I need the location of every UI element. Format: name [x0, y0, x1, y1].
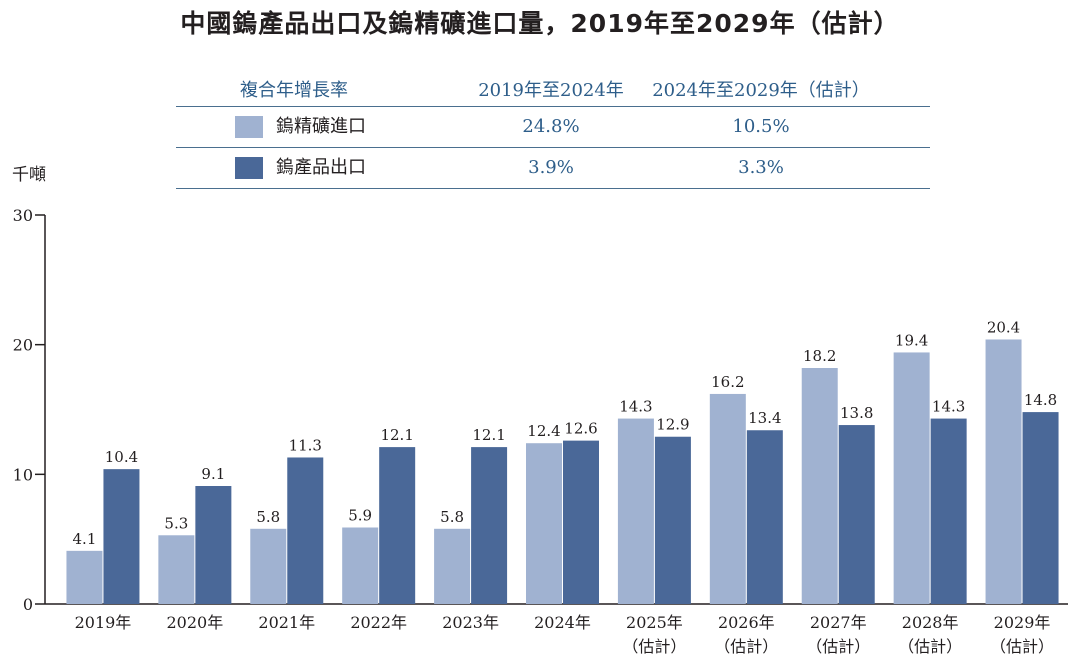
bar-concentrate-import — [801, 368, 838, 604]
bar-product-export — [1022, 412, 1059, 604]
bar-concentrate-import — [342, 527, 379, 604]
bar-value-label: 12.4 — [527, 422, 560, 440]
cagr-value: 3.3% — [738, 157, 784, 178]
bar-value-label: 5.9 — [348, 506, 372, 524]
cagr-value: 24.8% — [522, 116, 580, 137]
bar-value-label: 12.9 — [656, 416, 689, 434]
bar-concentrate-import — [893, 352, 930, 604]
x-tick-label: 2024年 — [534, 613, 591, 632]
bar-value-label: 9.1 — [201, 465, 225, 483]
bar-concentrate-import — [158, 535, 195, 604]
x-tick-label: 2021年 — [258, 613, 315, 632]
cagr-row-concentrate-import: 鎢精礦進口 24.8% 10.5% — [176, 107, 930, 148]
bar-value-label: 13.8 — [840, 404, 873, 422]
cagr-table-header: 複合年增長率 2019年至2024年 2024年至2029年（估計） — [176, 76, 930, 107]
y-tick-label: 30 — [13, 206, 33, 225]
y-tick-label: 0 — [23, 595, 33, 614]
cagr-value: 10.5% — [732, 116, 790, 137]
bar-value-label: 16.2 — [711, 373, 744, 391]
bar-product-export — [379, 447, 416, 604]
bar-value-label: 14.3 — [932, 398, 965, 416]
bar-value-label: 12.1 — [472, 426, 505, 444]
chart-title: 中國鎢產品出口及鎢精礦進口量，2019年至2029年（估計） — [180, 9, 900, 38]
bar-product-export — [103, 469, 140, 604]
x-tick-note: （估計） — [714, 637, 778, 656]
bar-product-export — [746, 430, 783, 604]
bar-concentrate-import — [617, 418, 654, 604]
bar-value-label: 5.3 — [164, 514, 188, 532]
bar-value-label: 19.4 — [895, 331, 928, 349]
y-tick-label: 20 — [13, 336, 33, 355]
x-tick-note: （估計） — [622, 637, 686, 656]
bar-product-export — [654, 436, 691, 604]
bar-product-export — [563, 440, 599, 604]
x-tick-label: 2023年 — [442, 613, 499, 632]
x-tick-label: 2022年 — [350, 613, 407, 632]
cagr-value: 3.9% — [528, 157, 574, 178]
x-tick-label: 2025年 — [626, 613, 683, 632]
bar-product-export — [471, 447, 508, 604]
x-tick-note: （估計） — [806, 637, 870, 656]
bar-value-label: 14.3 — [619, 398, 652, 416]
x-tick-label: 2020年 — [166, 613, 223, 632]
cagr-header-period-1: 2019年至2024年 — [478, 80, 624, 101]
bar-value-label: 4.1 — [73, 530, 97, 548]
x-tick-label: 2019年 — [75, 613, 132, 632]
x-tick-note: （估計） — [990, 637, 1054, 656]
bar-product-export — [838, 425, 875, 604]
bar-value-label: 13.4 — [748, 409, 781, 427]
bar-concentrate-import — [250, 528, 287, 604]
cagr-row-name: 鎢產品出口 — [276, 157, 366, 178]
bar-value-label: 18.2 — [803, 347, 836, 365]
bar-concentrate-import — [985, 339, 1022, 604]
y-axis-unit-label: 千噸 — [12, 165, 46, 185]
bar-value-label: 12.1 — [380, 426, 413, 444]
x-tick-label: 2026年 — [718, 613, 775, 632]
cagr-header-period-2: 2024年至2029年（估計） — [652, 80, 870, 101]
x-tick-note: （估計） — [898, 637, 962, 656]
bar-value-label: 20.4 — [987, 318, 1020, 336]
bar-value-label: 10.4 — [105, 448, 138, 466]
x-tick-label: 2028年 — [902, 613, 959, 632]
bar-product-export — [195, 486, 232, 604]
bar-value-label: 5.8 — [256, 508, 280, 526]
legend-swatch-concentrate-import — [235, 116, 263, 138]
bar-value-label: 11.3 — [289, 436, 322, 454]
bar-value-label: 5.8 — [440, 508, 464, 526]
bar-value-label: 12.6 — [564, 420, 597, 438]
bar-product-export — [930, 418, 967, 604]
bar-concentrate-import — [526, 443, 562, 604]
cagr-row-name: 鎢精礦進口 — [276, 116, 366, 137]
bar-value-label: 14.8 — [1024, 391, 1057, 409]
cagr-header-label: 複合年增長率 — [240, 80, 348, 101]
bar-concentrate-import — [434, 528, 471, 604]
cagr-row-product-export: 鎢產品出口 3.9% 3.3% — [176, 148, 930, 189]
y-tick-label: 10 — [13, 465, 33, 484]
x-tick-label: 2029年 — [994, 613, 1051, 632]
bar-product-export — [287, 457, 324, 604]
x-tick-label: 2027年 — [810, 613, 867, 632]
legend-swatch-product-export — [235, 157, 263, 179]
bar-concentrate-import — [66, 550, 103, 604]
bar-concentrate-import — [709, 393, 746, 604]
